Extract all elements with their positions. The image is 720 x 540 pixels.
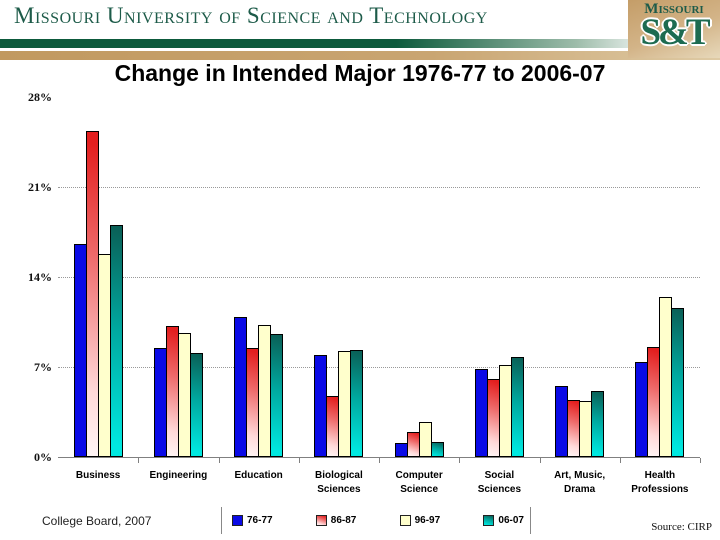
axis-tick <box>700 458 701 463</box>
bar-group-biological-sciences <box>299 97 379 457</box>
logo-missouri-text: Missouri <box>644 1 704 17</box>
bar-06-07 <box>671 308 685 457</box>
legend-label: 96-97 <box>414 515 441 526</box>
category-label: Art, Music, Drama <box>554 470 606 495</box>
slide-header: Missouri University of Science and Techn… <box>0 0 720 60</box>
bar-group-education <box>219 97 299 457</box>
y-tick-label: 28% <box>28 90 52 104</box>
legend-swatch <box>315 515 327 526</box>
axis-tick <box>540 458 541 463</box>
university-wordmark: Missouri University of Science and Techn… <box>14 3 488 28</box>
legend-swatch <box>232 515 243 526</box>
y-tick-label: 14% <box>28 270 52 284</box>
bar-group-art-music-drama <box>540 97 620 457</box>
tan-band <box>0 51 720 60</box>
bar-group-computer-science <box>379 97 459 457</box>
legend-label: 76-77 <box>247 515 273 526</box>
legend-item-76-77: 76-77 <box>232 515 273 526</box>
bar-06-07 <box>350 350 364 457</box>
bar-group-social-sciences <box>459 97 539 457</box>
bar-06-07 <box>270 334 284 457</box>
x-axis-labels: Business Engineering Education Biological Sc… <box>58 469 700 497</box>
plot-area <box>58 97 700 458</box>
category-label: Education <box>234 470 283 481</box>
bar-06-07 <box>591 391 605 457</box>
bar-96-97 <box>418 422 432 457</box>
chart-legend: 76-77 86-87 96-97 06-07 <box>232 515 524 526</box>
axis-tick <box>299 458 300 463</box>
y-tick-label: 7% <box>34 360 52 374</box>
gridline <box>58 187 700 188</box>
logo-st-monogram: S&T <box>640 12 710 53</box>
bar-06-07 <box>109 225 123 457</box>
legend-divider-right <box>530 507 531 534</box>
gridline <box>58 367 700 368</box>
axis-tick <box>219 458 220 463</box>
bar-group-engineering <box>138 97 218 457</box>
legend-item-06-07: 06-07 <box>483 515 524 526</box>
legend-swatch <box>483 515 495 526</box>
legend-item-96-97: 96-97 <box>399 515 441 526</box>
axis-tick <box>138 458 139 463</box>
legend-label: 86-87 <box>330 515 357 526</box>
category-label: Social Sciences <box>477 470 522 495</box>
chart-title: Change in Intended Major 1976-77 to 2006… <box>114 60 606 86</box>
category-label: Business <box>75 470 121 481</box>
legend-divider-left <box>221 507 222 534</box>
category-label: Computer Science <box>395 470 443 495</box>
axis-tick <box>620 458 621 463</box>
attribution-note: College Board, 2007 <box>42 514 152 528</box>
green-band <box>0 39 720 48</box>
source-note: Source: CIRP <box>651 521 712 533</box>
bar-groups <box>58 97 700 457</box>
bar-group-business <box>58 97 138 457</box>
missouri-st-logo: Missouri S&T <box>628 0 720 58</box>
axis-tick <box>459 458 460 463</box>
axis-tick <box>379 458 380 463</box>
category-label: Engineering <box>149 470 208 481</box>
category-label: Biological Sciences <box>314 470 363 495</box>
y-tick-label: 21% <box>28 180 52 194</box>
bar-06-07 <box>430 442 444 457</box>
bar-group-health-professions <box>620 97 700 457</box>
legend-label: 06-07 <box>498 515 524 526</box>
bar-chart: 0% 7% 14% 21% 28% Business Engineering Educati… <box>0 90 720 508</box>
legend-swatch <box>399 515 411 526</box>
bar-06-07 <box>189 353 203 457</box>
bar-06-07 <box>510 357 524 457</box>
y-tick-label: 0% <box>34 450 52 464</box>
legend-item-86-87: 86-87 <box>315 515 357 526</box>
gridline <box>58 277 700 278</box>
category-label: Health Professions <box>631 470 689 495</box>
